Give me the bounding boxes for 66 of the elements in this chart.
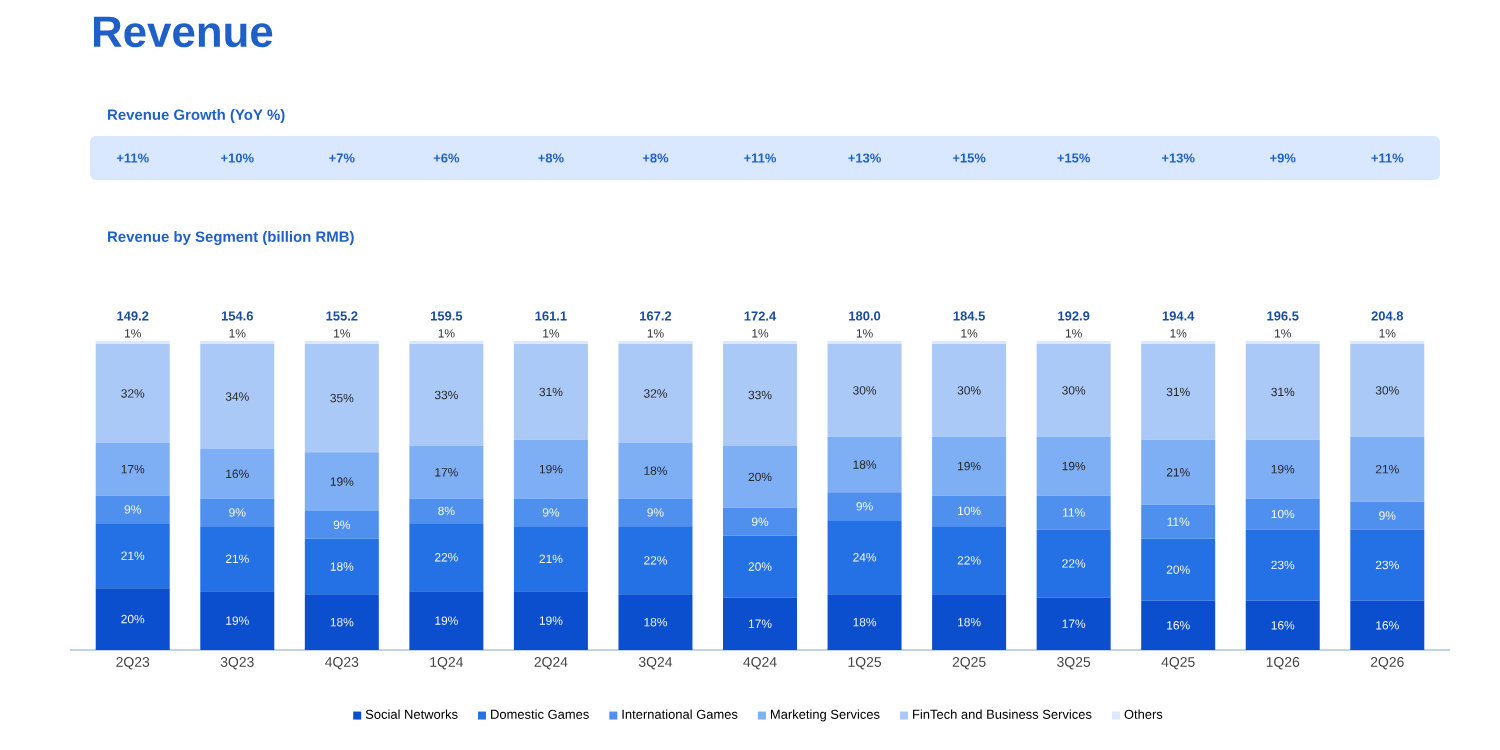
bar	[95, 588, 170, 650]
bar	[95, 523, 170, 589]
bar	[409, 446, 484, 499]
bar	[1350, 600, 1425, 650]
bar	[723, 597, 798, 650]
bar	[409, 344, 484, 446]
bar	[618, 344, 693, 443]
bar	[1036, 529, 1111, 598]
bar	[1141, 504, 1216, 539]
bar	[1141, 538, 1216, 601]
bar	[932, 436, 1007, 496]
bar	[1245, 439, 1320, 499]
bar	[200, 449, 275, 499]
bar	[827, 492, 902, 521]
bar	[95, 442, 170, 496]
bar	[95, 495, 170, 524]
bar	[304, 510, 379, 539]
bar	[1245, 498, 1320, 530]
bar	[618, 442, 693, 499]
bar	[513, 591, 588, 650]
bar	[827, 520, 902, 595]
bar	[932, 495, 1007, 527]
bar	[200, 344, 275, 450]
bar	[1036, 344, 1111, 437]
bar	[513, 498, 588, 527]
bar	[1141, 439, 1216, 505]
bar	[618, 594, 693, 650]
bar	[513, 439, 588, 499]
bar	[1350, 436, 1425, 502]
bar	[200, 591, 275, 650]
bar	[1350, 501, 1425, 530]
bar	[1245, 529, 1320, 601]
bar	[1350, 529, 1425, 601]
bar	[618, 526, 693, 595]
bar	[723, 535, 798, 598]
bar	[1036, 597, 1111, 650]
bar	[95, 344, 170, 443]
bar	[200, 498, 275, 527]
bar	[1036, 436, 1111, 496]
bar	[513, 526, 588, 592]
bar	[304, 344, 379, 453]
bar	[1350, 344, 1425, 437]
bar	[1141, 344, 1216, 440]
bar	[304, 452, 379, 511]
bar	[1141, 600, 1216, 650]
bar	[513, 344, 588, 440]
bar	[932, 344, 1007, 437]
bar	[409, 498, 484, 524]
bar	[827, 436, 902, 493]
bar	[723, 344, 798, 446]
bar	[827, 594, 902, 650]
bar	[409, 523, 484, 592]
bar	[1036, 495, 1111, 530]
bar	[1245, 600, 1320, 650]
bar	[304, 594, 379, 650]
bar	[827, 344, 902, 437]
bar	[618, 498, 693, 527]
bar	[723, 507, 798, 536]
bar	[932, 594, 1007, 650]
bar	[200, 526, 275, 592]
bar	[1245, 344, 1320, 440]
chart-title: Revenue	[93, 16, 273, 48]
bar	[932, 526, 1007, 595]
bar	[409, 591, 484, 650]
bar	[723, 446, 798, 508]
bar	[304, 538, 379, 595]
